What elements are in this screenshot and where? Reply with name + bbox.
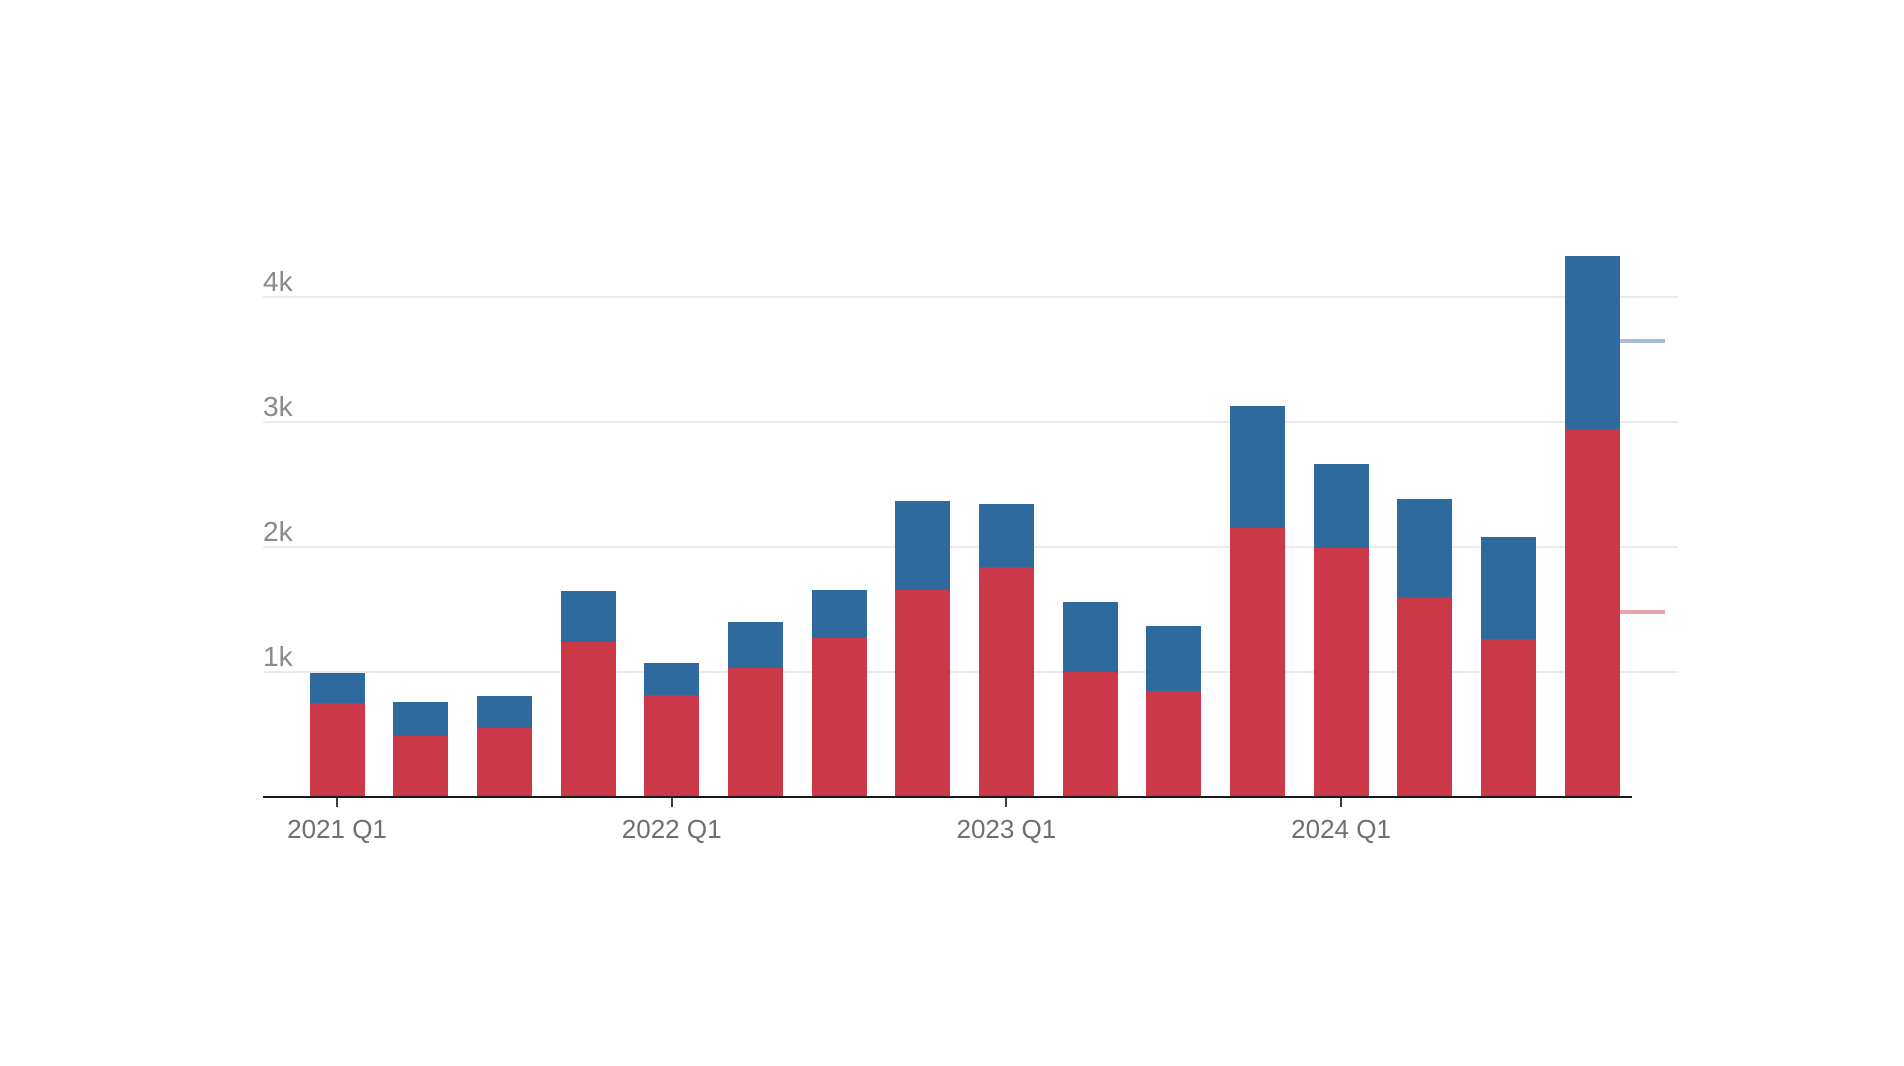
light-pink-marker: [1620, 610, 1665, 614]
gridline-4k: [263, 296, 1678, 298]
bar-12-blue-segment[interactable]: [1229, 405, 1285, 528]
gridline-1k: [263, 671, 1678, 673]
bar-1-red-segment[interactable]: [309, 703, 365, 797]
bar-16-red-segment[interactable]: [1564, 428, 1620, 797]
x-axis-line: [263, 796, 1632, 798]
x-axis-label-2021-q1: 2021 Q1: [287, 814, 387, 844]
bar-6-red-segment[interactable]: [727, 667, 783, 797]
bar-11-red-segment[interactable]: [1146, 690, 1202, 797]
bar-13-blue-segment[interactable]: [1313, 463, 1369, 548]
bar-15-red-segment[interactable]: [1480, 638, 1536, 797]
bar-15-blue-segment[interactable]: [1480, 537, 1536, 639]
bar-13-red-segment[interactable]: [1313, 547, 1369, 797]
bar-5-blue-segment[interactable]: [644, 662, 700, 696]
bar-6-blue-segment[interactable]: [727, 622, 783, 668]
bar-16-blue-segment[interactable]: [1564, 256, 1620, 429]
gridline-3k: [263, 421, 1678, 423]
bar-7-red-segment[interactable]: [811, 637, 867, 797]
bar-9-blue-segment[interactable]: [978, 503, 1034, 567]
x-axis-label-2022-q1: 2022 Q1: [621, 814, 722, 844]
bar-8-red-segment[interactable]: [895, 590, 951, 797]
bar-4-blue-segment[interactable]: [560, 590, 616, 642]
bar-2-blue-segment[interactable]: [393, 702, 449, 736]
y-axis-label-1k: 1k: [263, 641, 293, 672]
x-axis-tick-2024-q1: [1340, 798, 1343, 807]
bar-5-red-segment[interactable]: [644, 695, 700, 797]
x-axis-label-2024-q1: 2024 Q1: [1291, 814, 1391, 844]
bar-1-blue-segment[interactable]: [309, 673, 365, 704]
x-axis-tick-2022-q1: [670, 798, 673, 807]
bar-8-blue-segment[interactable]: [895, 500, 951, 591]
bar-3-red-segment[interactable]: [476, 728, 532, 797]
bar-9-red-segment[interactable]: [978, 567, 1034, 797]
bar-12-red-segment[interactable]: [1229, 527, 1285, 797]
bar-3-blue-segment[interactable]: [476, 695, 532, 729]
x-axis-label-2023-q1: 2023 Q1: [956, 814, 1057, 844]
y-axis-label-2k: 2k: [263, 516, 293, 547]
gridline-2k: [263, 546, 1678, 548]
bar-2-red-segment[interactable]: [393, 735, 449, 797]
bar-10-blue-segment[interactable]: [1062, 602, 1118, 672]
bar-14-blue-segment[interactable]: [1397, 498, 1453, 597]
x-axis-tick-2023-q1: [1005, 798, 1008, 807]
bar-14-red-segment[interactable]: [1397, 597, 1453, 797]
bar-4-red-segment[interactable]: [560, 642, 616, 797]
y-axis-label-3k: 3k: [263, 391, 293, 422]
light-blue-marker: [1620, 338, 1665, 343]
y-axis-label-4k: 4k: [263, 266, 293, 297]
bar-7-blue-segment[interactable]: [811, 590, 867, 638]
bar-10-red-segment[interactable]: [1062, 672, 1118, 797]
bar-11-blue-segment[interactable]: [1146, 626, 1202, 691]
x-axis-tick-2021-q1: [336, 798, 338, 807]
